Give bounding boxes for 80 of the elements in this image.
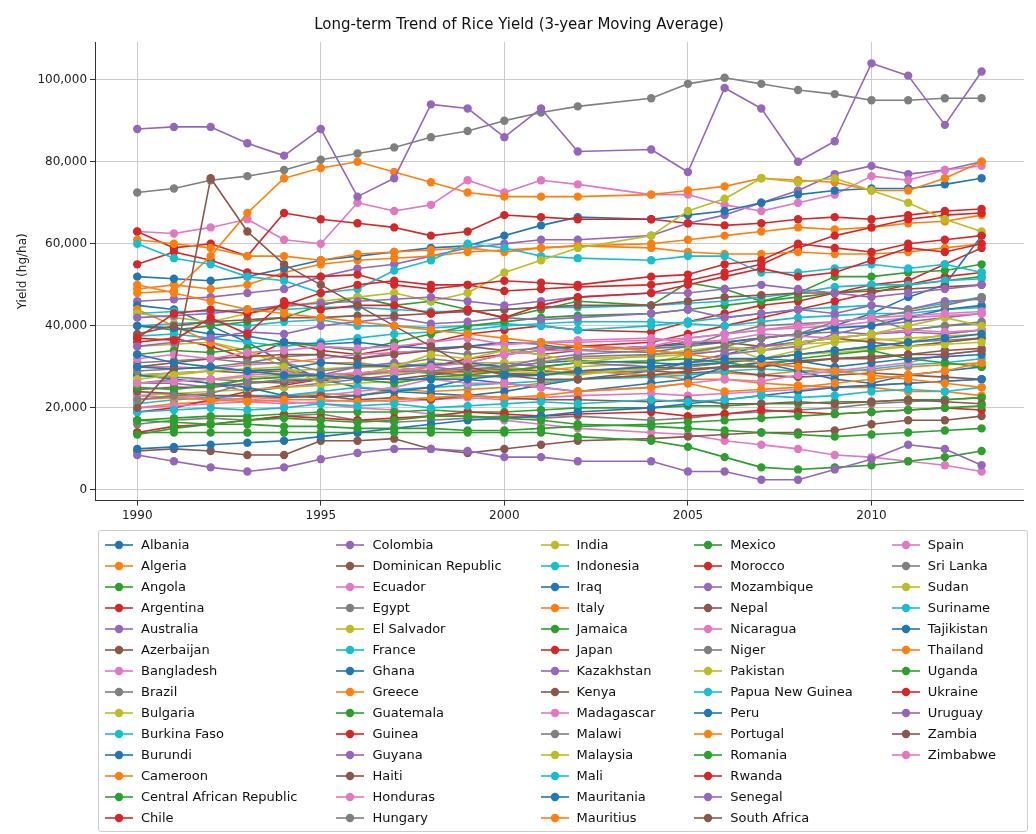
legend-label: Burundi (141, 747, 192, 762)
x-tick-label: 1995 (305, 507, 337, 522)
legend-label: Peru (730, 705, 760, 720)
legend-label: Ukraine (927, 684, 978, 699)
legend-label: Niger (730, 642, 766, 657)
legend-label: Suriname (927, 600, 991, 615)
chart-title: Long-term Trend of Rice Yield (3-year Moving Average) (314, 14, 724, 33)
legend-label: Portugal (730, 726, 785, 741)
y-tick-label: 20,000 (45, 400, 88, 415)
legend-label: Guatemala (372, 705, 445, 720)
legend-label: Rwanda (730, 768, 783, 783)
legend-label: Bangladesh (141, 663, 218, 678)
legend-label: Uganda (927, 663, 978, 678)
legend-label: Albania (141, 537, 190, 552)
legend-label: Greece (372, 684, 419, 699)
legend-label: Italy (576, 600, 605, 615)
legend-label: Morocco (730, 558, 785, 573)
legend-label: Romania (730, 747, 788, 762)
legend-label: Sri Lanka (927, 558, 988, 573)
legend-label: Honduras (372, 789, 435, 804)
legend-label: Haiti (372, 768, 403, 783)
legend-label: Cameroon (141, 768, 208, 783)
legend-label: Sudan (927, 579, 969, 594)
legend-label: Jamaica (576, 621, 628, 636)
legend-label: France (372, 642, 416, 657)
legend-label: Mexico (730, 537, 776, 552)
legend-label: Colombia (372, 537, 434, 552)
legend-label: Pakistan (730, 663, 785, 678)
y-tick-label: 60,000 (45, 235, 88, 250)
legend-label: Japan (576, 642, 613, 657)
legend-label: Papua New Guinea (730, 684, 853, 699)
legend-label: Hungary (372, 810, 428, 825)
y-tick-label: 80,000 (45, 153, 88, 168)
y-tick-label: 0 (79, 482, 88, 497)
y-tick-label: 40,000 (45, 317, 88, 332)
legend-label: India (576, 537, 609, 552)
legend-label: Angola (141, 579, 186, 594)
legend-label: Ghana (372, 663, 415, 678)
legend-label: Chile (141, 810, 174, 825)
legend-label: Nepal (730, 600, 768, 615)
legend-label: Mauritius (576, 810, 637, 825)
legend-label: Guyana (372, 747, 423, 762)
legend-label: South Africa (730, 810, 810, 825)
y-axis-title: Yield (hg/ha) (15, 233, 30, 311)
legend-label: Thailand (927, 642, 984, 657)
legend-label: Tajikistan (927, 621, 988, 636)
legend-label: Malawi (576, 726, 622, 741)
x-tick-label: 1990 (121, 507, 153, 522)
legend-label: Australia (141, 621, 199, 636)
legend-label: Malaysia (576, 747, 634, 762)
legend-label: Ecuador (372, 579, 426, 594)
y-tick-label: 100,000 (37, 71, 88, 86)
legend-label: Brazil (141, 684, 178, 699)
legend-label: Dominican Republic (372, 558, 502, 573)
legend-label: Indonesia (576, 558, 640, 573)
x-tick-label: 2010 (856, 507, 887, 522)
legend-label: Senegal (730, 789, 783, 804)
legend-label: Uruguay (927, 705, 983, 720)
legend-label: El Salvador (372, 621, 446, 636)
legend-label: Zambia (927, 726, 978, 741)
legend-label: Mali (576, 768, 603, 783)
legend-label: Burkina Faso (141, 726, 224, 741)
legend-label: Bulgaria (141, 705, 195, 720)
legend-label: Kenya (576, 684, 617, 699)
legend-label: Argentina (141, 600, 205, 615)
x-tick-label: 2000 (489, 507, 520, 522)
legend-label: Iraq (576, 579, 602, 594)
legend-label: Zimbabwe (927, 747, 997, 762)
legend-label: Central African Republic (141, 789, 298, 804)
legend-label: Azerbaijan (141, 642, 210, 657)
legend-label: Spain (927, 537, 965, 552)
legend-label: Guinea (372, 726, 419, 741)
legend-label: Egypt (372, 600, 410, 615)
legend-label: Kazakhstan (576, 663, 652, 678)
legend-label: Mozambique (730, 579, 814, 594)
legend-label: Mauritania (576, 789, 646, 804)
legend-label: Algeria (141, 558, 187, 573)
legend-label: Madagascar (576, 705, 656, 720)
legend-label: Nicaragua (730, 621, 797, 636)
x-tick-label: 2005 (672, 507, 704, 522)
